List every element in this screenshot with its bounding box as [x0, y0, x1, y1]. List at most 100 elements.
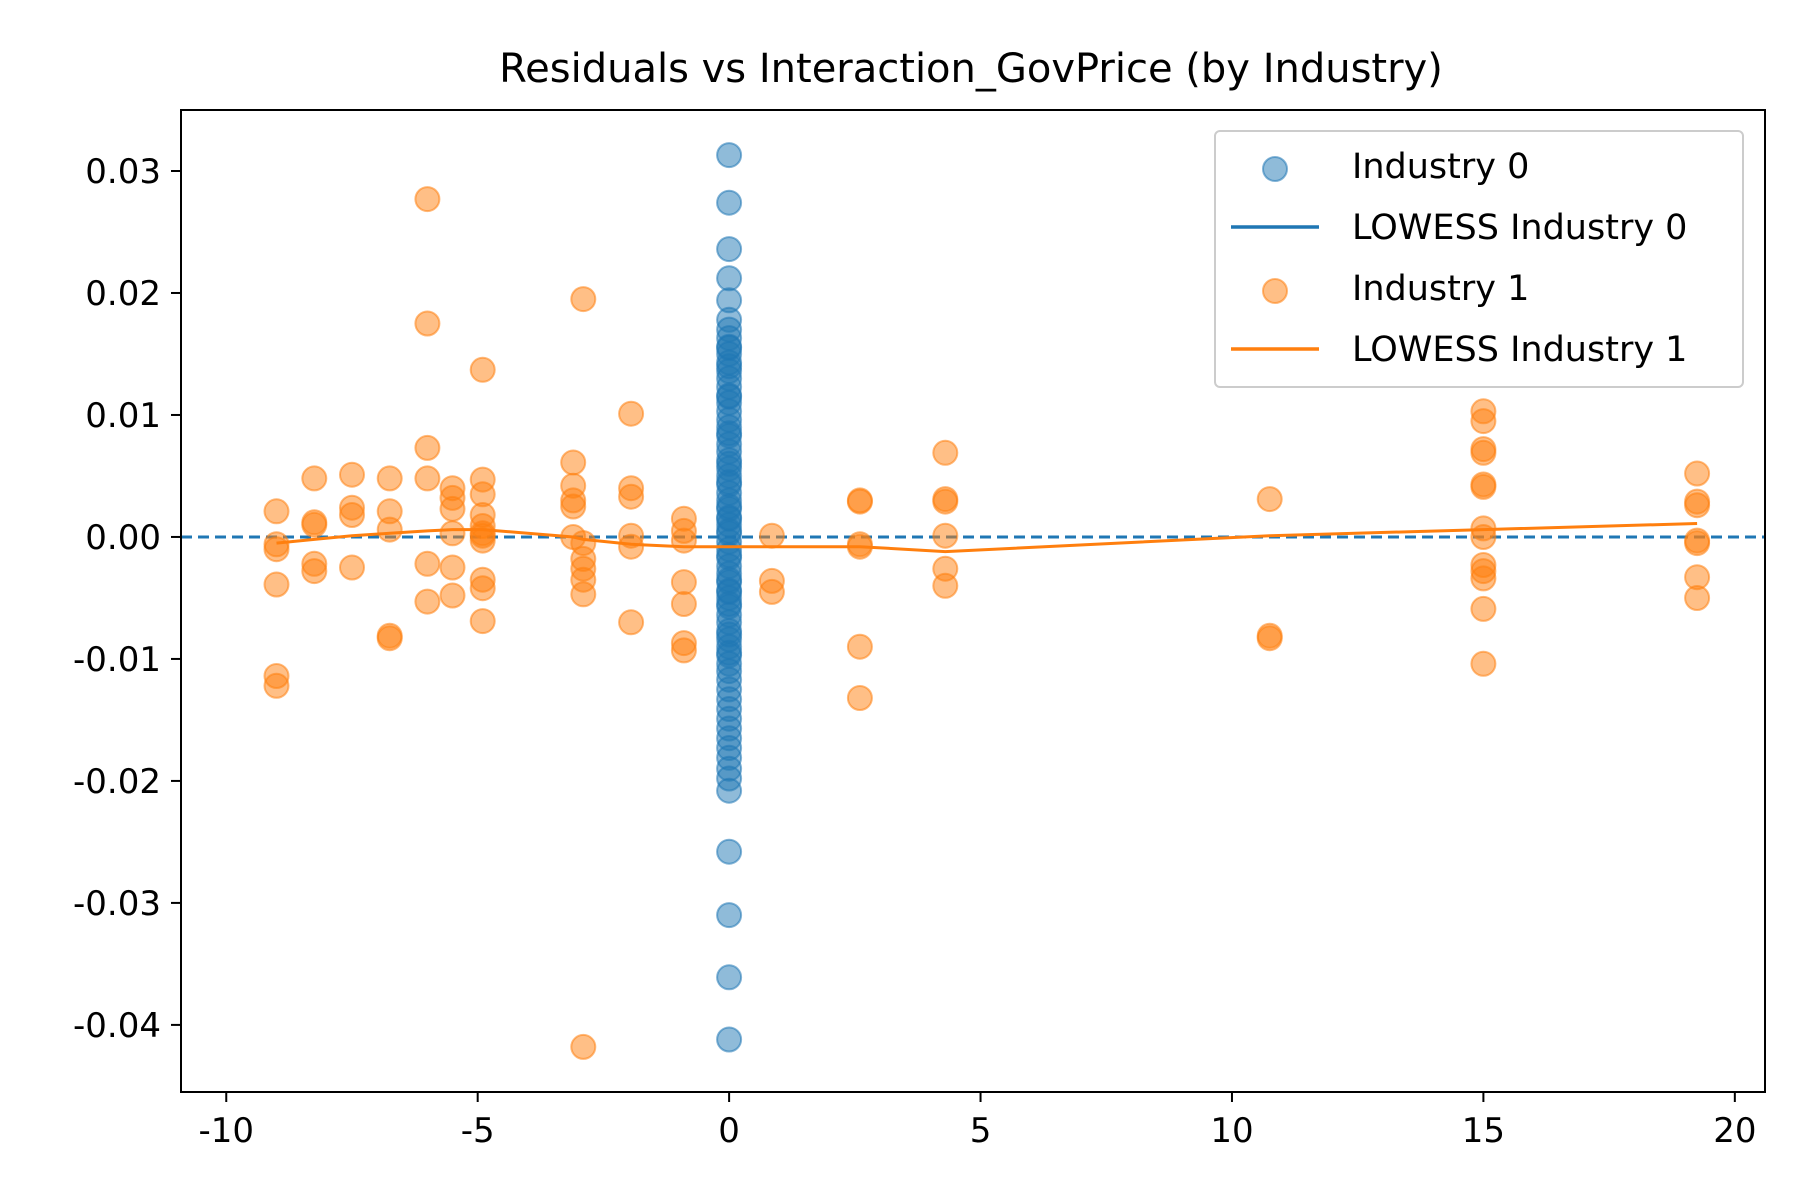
data-point	[469, 575, 496, 602]
x-tick-label: 5	[970, 1111, 992, 1151]
data-point	[263, 571, 290, 598]
data-point	[1684, 530, 1711, 557]
data-point	[1684, 585, 1711, 611]
x-axis: -10 -5 0 5 10 15 20	[198, 1092, 1756, 1151]
data-point	[263, 672, 290, 699]
data-point	[414, 310, 441, 337]
data-point	[716, 142, 743, 169]
data-point	[618, 400, 645, 427]
data-point	[716, 236, 743, 263]
x-tick-label: 10	[1210, 1111, 1253, 1151]
data-point	[339, 502, 365, 528]
data-point	[716, 469, 743, 496]
legend-marker	[1262, 278, 1288, 304]
data-point	[932, 522, 959, 549]
data-point	[716, 838, 743, 865]
y-tick-label: -0.01	[73, 640, 161, 680]
data-point	[716, 334, 743, 361]
y-tick-label: -0.04	[73, 1006, 161, 1046]
data-point	[414, 434, 441, 461]
data-point	[716, 777, 743, 804]
data-point	[570, 286, 597, 313]
data-point	[414, 465, 441, 492]
data-point	[1684, 492, 1711, 519]
data-point	[932, 439, 959, 466]
data-point	[618, 533, 645, 560]
y-tick-label: 0.02	[85, 274, 161, 314]
x-tick-label: -5	[461, 1111, 495, 1151]
data-point	[560, 493, 587, 520]
series-2	[263, 186, 1711, 1060]
x-tick-label: 15	[1462, 1111, 1505, 1151]
data-point	[932, 488, 959, 515]
x-tick-label: 0	[718, 1111, 740, 1151]
data-point	[570, 1033, 597, 1060]
legend-label: Industry 1	[1352, 269, 1529, 309]
data-point	[414, 550, 441, 577]
data-point	[846, 685, 873, 711]
legend-box	[1214, 130, 1744, 388]
data-point	[439, 554, 466, 581]
data-point	[469, 608, 496, 635]
series-3	[276, 522, 1698, 554]
data-point	[716, 578, 743, 605]
chart-title: Residuals vs Interaction_GovPrice (by In…	[499, 46, 1443, 92]
data-point	[1470, 473, 1497, 500]
data-point	[670, 637, 697, 664]
data-point	[758, 578, 785, 605]
legend-label: LOWESS Industry 1	[1352, 330, 1687, 370]
data-point	[716, 189, 743, 216]
data-point	[932, 572, 959, 599]
data-point	[670, 591, 697, 617]
data-point	[846, 633, 873, 660]
data-point	[439, 582, 466, 609]
data-point	[758, 522, 785, 549]
data-point	[1470, 565, 1497, 592]
data-point	[1470, 408, 1497, 435]
data-point	[716, 902, 743, 929]
data-point	[339, 554, 365, 581]
y-tick-label: 0.00	[85, 518, 161, 558]
data-point	[1256, 625, 1283, 652]
data-point	[376, 516, 403, 543]
legend-label: LOWESS Industry 0	[1352, 208, 1687, 248]
data-point	[376, 465, 403, 492]
data-point	[716, 420, 743, 447]
data-point	[670, 569, 697, 596]
data-point	[716, 265, 743, 292]
data-point	[301, 465, 328, 492]
data-point	[618, 609, 645, 636]
data-point	[263, 498, 290, 525]
data-point	[570, 581, 597, 608]
y-tick-label: 0.01	[85, 396, 161, 436]
x-tick-label: 20	[1713, 1111, 1756, 1151]
lowess-line	[276, 522, 1698, 554]
y-tick-label: -0.03	[73, 884, 161, 924]
legend: Industry 0 LOWESS Industry 0 Industry 1 LOW…	[1214, 130, 1744, 388]
y-axis: 0.03 0.02 0.01 0.00 -0.01 -0.02 -0.03 -0.04	[73, 152, 181, 1046]
x-tick-label: -10	[198, 1111, 254, 1151]
data-point	[439, 495, 466, 522]
series-0	[716, 142, 743, 1053]
data-point	[716, 383, 743, 410]
legend-marker	[1262, 156, 1288, 182]
data-point	[618, 483, 645, 510]
data-point	[716, 639, 743, 666]
plot-frame	[180, 109, 1766, 1093]
data-point	[469, 356, 496, 383]
data-point	[670, 527, 697, 554]
data-point	[846, 488, 873, 515]
data-point	[1684, 460, 1711, 487]
data-point	[301, 511, 328, 538]
data-point	[1256, 486, 1283, 513]
series-group	[263, 142, 1711, 1060]
data-point	[414, 588, 441, 615]
data-point	[339, 461, 365, 488]
data-point	[1470, 439, 1497, 466]
legend-label: Industry 0	[1352, 147, 1529, 187]
data-point	[716, 505, 743, 532]
data-point	[414, 186, 441, 213]
data-point	[1470, 650, 1497, 677]
data-point	[1470, 595, 1497, 622]
